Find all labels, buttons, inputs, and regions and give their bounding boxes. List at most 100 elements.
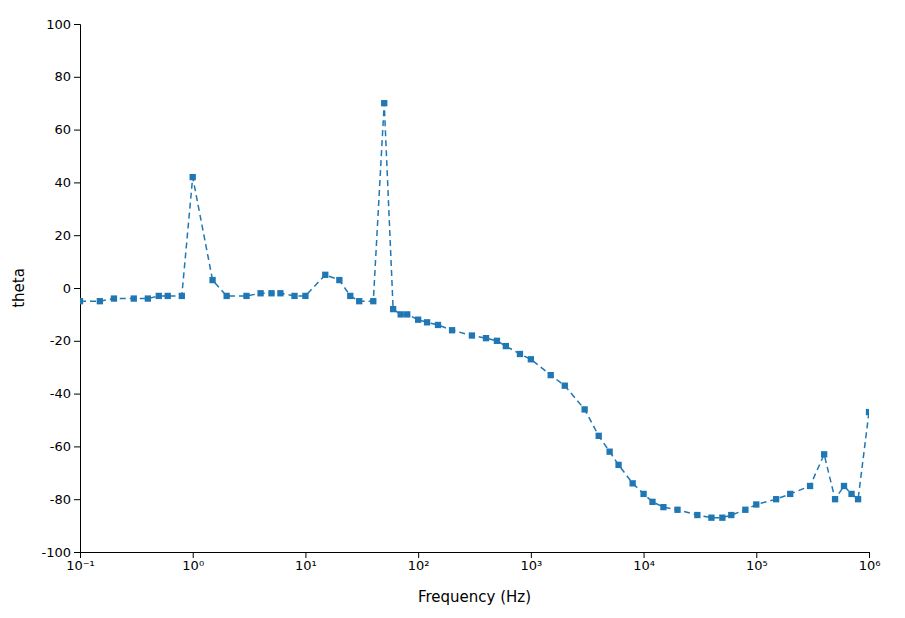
- marker: [347, 293, 353, 299]
- tick-mark: [531, 552, 532, 558]
- tick: -60: [50, 439, 80, 454]
- tick-label: 10²: [408, 558, 430, 573]
- marker: [449, 327, 455, 333]
- marker: [841, 483, 847, 489]
- marker: [469, 332, 475, 338]
- marker: [302, 293, 308, 299]
- marker: [131, 295, 137, 301]
- tick: 10²: [408, 552, 430, 573]
- marker: [322, 272, 328, 278]
- marker: [773, 496, 779, 502]
- tick-mark: [74, 235, 80, 236]
- tick-mark: [74, 130, 80, 131]
- tick-mark: [305, 552, 306, 558]
- marker: [370, 298, 376, 304]
- marker: [179, 293, 185, 299]
- tick-label: 10³: [520, 558, 542, 573]
- tick-mark: [869, 552, 870, 558]
- tick-mark: [74, 341, 80, 342]
- tick-label: 10⁰: [182, 558, 204, 573]
- marker: [753, 501, 759, 507]
- marker: [832, 496, 838, 502]
- tick: 60: [54, 122, 80, 137]
- tick-mark: [644, 552, 645, 558]
- tick-mark: [418, 552, 419, 558]
- tick: 10¹: [295, 552, 317, 573]
- tick-label: 10¹: [295, 558, 317, 573]
- marker: [268, 290, 274, 296]
- marker: [494, 338, 500, 344]
- axis-line: [81, 553, 870, 559]
- marker: [807, 483, 813, 489]
- tick-label: 40: [54, 175, 71, 190]
- tick-label: 100: [46, 17, 71, 32]
- marker: [742, 507, 748, 513]
- tick: -100: [41, 545, 80, 560]
- tick-label: 20: [54, 228, 71, 243]
- marker: [728, 512, 734, 518]
- marker: [562, 383, 568, 389]
- marker: [821, 451, 827, 457]
- marker: [97, 298, 103, 304]
- marker: [356, 298, 362, 304]
- tick-label: -100: [41, 545, 71, 560]
- marker: [398, 311, 404, 317]
- axis-line: [74, 25, 81, 553]
- marker: [694, 512, 700, 518]
- marker: [674, 507, 680, 513]
- tick-label: 10⁶: [859, 558, 881, 573]
- tick: 10⁰: [182, 552, 204, 573]
- marker: [581, 406, 587, 412]
- plot: 10⁻¹ 10⁰ 10¹ 10² 10³ 10⁴ 10⁵ 10⁶ -100 -80 -60 -40 -2…: [10, 17, 880, 606]
- marker: [257, 290, 263, 296]
- marker: [145, 295, 151, 301]
- marker: [190, 174, 196, 180]
- marker: [719, 515, 725, 521]
- marker: [615, 462, 621, 468]
- tick: 40: [54, 175, 80, 190]
- marker: [848, 491, 854, 497]
- marker: [640, 491, 646, 497]
- tick-mark: [74, 446, 80, 447]
- tick-label: 10⁴: [633, 558, 655, 573]
- tick-mark: [74, 499, 80, 500]
- marker: [548, 372, 554, 378]
- marker: [404, 311, 410, 317]
- marker: [660, 504, 666, 510]
- tick-mark: [74, 288, 80, 289]
- tick-label: 10⁻¹: [66, 558, 95, 573]
- marker: [165, 293, 171, 299]
- tick-mark: [74, 77, 80, 78]
- tick: -40: [50, 386, 80, 401]
- tick-mark: [756, 552, 757, 558]
- y-axis: -100 -80 -60 -40 -20 0 20 40 60 80 100: [41, 17, 80, 560]
- marker: [483, 335, 489, 341]
- marker: [223, 293, 229, 299]
- tick-label: -20: [50, 333, 71, 348]
- line: [80, 103, 869, 517]
- marker: [528, 356, 534, 362]
- marker: [435, 322, 441, 328]
- tick: 10³: [520, 552, 542, 573]
- tick: 0: [63, 281, 80, 296]
- marker: [503, 343, 509, 349]
- marker: [708, 515, 714, 521]
- tick: 100: [46, 17, 80, 32]
- tick: -20: [50, 333, 80, 348]
- x-axis-title: Frequency (Hz): [418, 588, 531, 606]
- marker: [424, 319, 430, 325]
- marker: [277, 290, 283, 296]
- marker: [866, 409, 869, 415]
- series: [80, 100, 869, 521]
- tick-label: -80: [50, 492, 71, 507]
- tick-label: -60: [50, 439, 71, 454]
- marker: [243, 293, 249, 299]
- tick: -80: [50, 492, 80, 507]
- tick: 10⁴: [633, 552, 655, 573]
- tick-mark: [74, 394, 80, 395]
- tick-mark: [74, 552, 80, 553]
- tick-label: -40: [50, 386, 71, 401]
- tick: 10⁵: [746, 552, 768, 573]
- chart: 10⁻¹ 10⁰ 10¹ 10² 10³ 10⁴ 10⁵ 10⁶ -100 -80 -60 -40 -2…: [0, 0, 905, 618]
- tick: 80: [54, 69, 80, 84]
